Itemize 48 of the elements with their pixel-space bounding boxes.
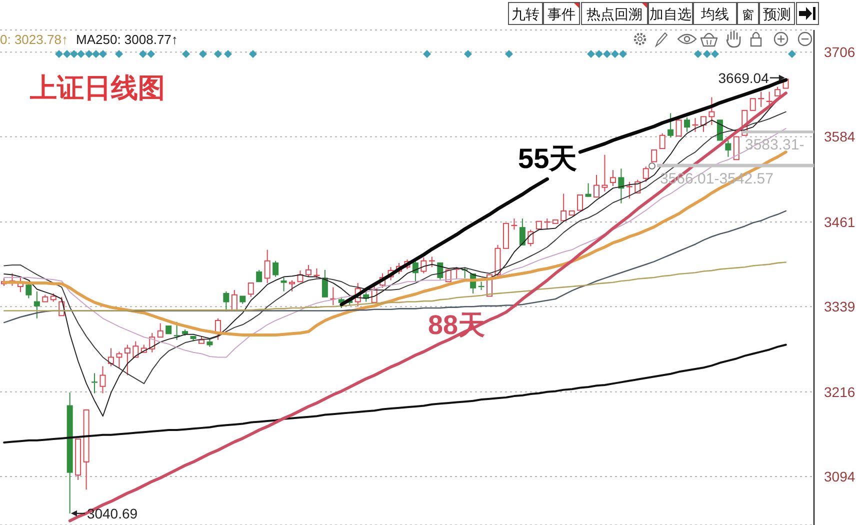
candlestick [157, 322, 164, 338]
toolbar-button: 热点回溯 [581, 2, 648, 25]
candlestick [322, 269, 328, 298]
candlestick [231, 289, 238, 311]
candlestick [66, 392, 73, 514]
annotation: MA250: 3008.77↑ [76, 32, 178, 47]
toolbar-button: 九转 [508, 2, 543, 25]
candlestick [90, 372, 98, 394]
toolbar-button: 事件 [543, 2, 580, 25]
annotation: 3040.69 [86, 505, 138, 522]
candlestick [594, 174, 600, 198]
y-tick-label: 3584 [824, 128, 856, 145]
toolbar-button: 预测 [759, 2, 795, 25]
annotation: 3669.04 [718, 70, 770, 86]
candlestick [83, 409, 90, 490]
candlestick [116, 351, 122, 369]
annotation: 55天 [518, 143, 578, 174]
candlestick [100, 366, 106, 394]
candlestick [568, 210, 575, 216]
candlestick [502, 222, 509, 249]
toolbar-button: 窗 [737, 2, 759, 25]
candlestick [166, 326, 172, 334]
candlestick [248, 282, 254, 298]
candlestick [264, 249, 270, 284]
candlestick [34, 290, 40, 319]
line-series [340, 177, 549, 306]
candlestick [750, 98, 756, 111]
candlestick [560, 193, 567, 222]
candlestick [519, 218, 526, 246]
toolbar-button: 均线 [693, 2, 737, 25]
candlestick [700, 116, 706, 132]
candlestick [75, 438, 82, 480]
candlestick [733, 136, 740, 160]
candlestick [552, 219, 558, 224]
y-tick-label: 3216 [824, 384, 856, 400]
annotation: 0: 3023.78↑ [0, 32, 68, 47]
y-tick-label: 3461 [824, 214, 856, 230]
candlestick [536, 220, 542, 230]
text: 上证日线图 [29, 73, 165, 103]
candlestick [585, 182, 592, 197]
toolbar-button: 加自选 [648, 2, 693, 25]
y-tick-label: 3706 [824, 44, 856, 60]
candlestick [618, 168, 624, 204]
y-tick-label: 3094 [824, 468, 856, 484]
line-series [3, 344, 787, 444]
y-tick-label: 3339 [824, 298, 856, 315]
candlestick [651, 149, 658, 162]
candlestick [577, 194, 584, 211]
